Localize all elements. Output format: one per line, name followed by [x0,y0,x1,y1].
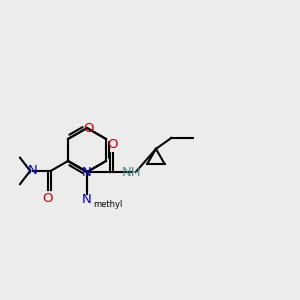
Text: methyl: methyl [93,200,122,209]
Text: O: O [83,122,93,134]
Text: O: O [107,138,118,151]
Text: N: N [82,167,92,179]
Text: N: N [82,193,92,206]
Text: N: N [27,164,37,177]
Text: NH: NH [122,166,142,178]
Text: O: O [43,192,53,205]
